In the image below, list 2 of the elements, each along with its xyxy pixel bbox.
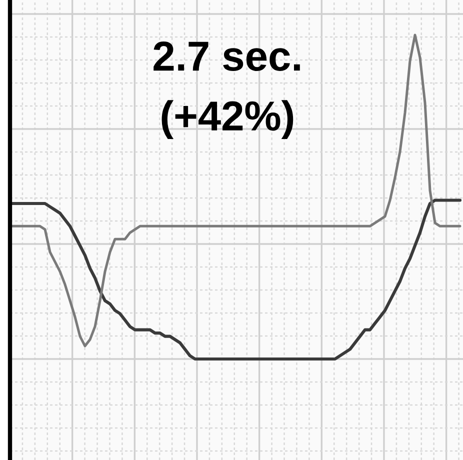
annotation: 2.7 sec. [154,41,300,71]
annotation: (+42%) [162,100,294,140]
